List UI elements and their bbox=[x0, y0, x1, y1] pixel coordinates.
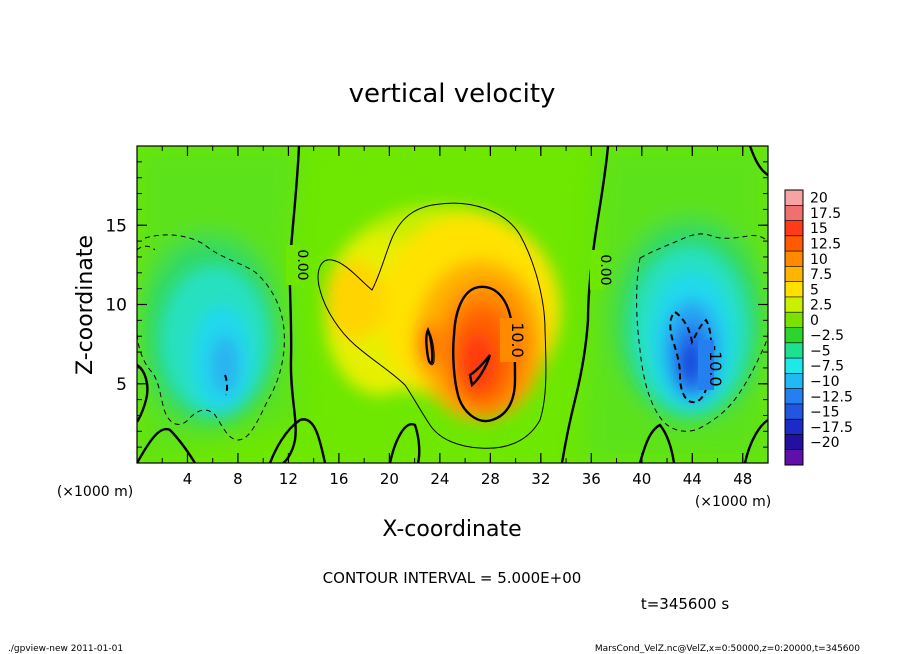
colorbar-swatch bbox=[785, 312, 803, 328]
x-tick-label: 32 bbox=[531, 470, 550, 488]
contour-zero bbox=[137, 146, 768, 463]
colorbar-label: −17.5 bbox=[810, 420, 853, 436]
colorbar-swatch bbox=[785, 266, 803, 283]
x-tick-label: 8 bbox=[233, 470, 243, 488]
colorbar-label: −10 bbox=[810, 374, 840, 390]
colorbar-label: −7.5 bbox=[810, 359, 844, 375]
colorbar-label: 17.5 bbox=[810, 206, 841, 222]
x-tick-label: 16 bbox=[329, 470, 348, 488]
colorbar-swatch bbox=[785, 235, 803, 252]
downdraft-right bbox=[630, 245, 750, 415]
x-tick-label: 48 bbox=[733, 470, 752, 488]
contour-label-3: 0.00 bbox=[590, 250, 613, 290]
colorbar-swatch bbox=[785, 388, 803, 405]
contour-minus5 bbox=[137, 233, 768, 441]
chart-title: vertical velocity bbox=[349, 79, 556, 109]
colorbar-swatch bbox=[785, 419, 803, 435]
x-tick-label: 40 bbox=[632, 470, 651, 488]
time-label: t=345600 s bbox=[641, 595, 729, 613]
x-axis: 4 8 12 16 20 24 28 32 36 40 44 48 bbox=[161, 146, 752, 488]
contour-label-text-4: -10.0 bbox=[706, 345, 725, 386]
colorbar-swatch bbox=[785, 205, 803, 222]
colorbar-swatch bbox=[785, 327, 803, 344]
contour-label-text-3: 0.00 bbox=[597, 254, 613, 285]
colorbar-swatch bbox=[785, 251, 803, 267]
y-tick-label: 15 bbox=[105, 216, 127, 236]
x-unit-left: (×1000 m) bbox=[57, 484, 133, 500]
contour-label-2: 10.0 bbox=[500, 318, 527, 362]
downdraft-left bbox=[160, 265, 270, 415]
colorbar-swatch bbox=[785, 342, 803, 359]
colorbar-swatch bbox=[785, 296, 803, 313]
y-axis-title: Z-coordinate bbox=[73, 235, 98, 375]
colorbar-label: 0 bbox=[810, 313, 819, 329]
colorbar-label: 12.5 bbox=[810, 236, 841, 252]
colorbar-label: −12.5 bbox=[810, 389, 853, 405]
colorbar-label: 10 bbox=[810, 252, 828, 268]
colorbar-label: −2.5 bbox=[810, 328, 844, 344]
colorbar-label: 7.5 bbox=[810, 267, 832, 283]
contour-interval: CONTOUR INTERVAL = 5.000E+00 bbox=[323, 569, 582, 587]
colorbar-label: −15 bbox=[810, 405, 840, 421]
colorbar-label: −20 bbox=[810, 435, 840, 451]
colorbar-label: 20 bbox=[810, 191, 828, 207]
colorbar-swatch bbox=[785, 449, 803, 466]
y-tick-label: 10 bbox=[105, 296, 127, 316]
colorbar-swatch bbox=[785, 220, 803, 237]
colorbar-label: 5 bbox=[810, 282, 819, 298]
contour-label-4: -10.0 bbox=[698, 340, 725, 390]
colorbar-swatch bbox=[785, 403, 803, 420]
x-tick-label: 4 bbox=[183, 470, 193, 488]
x-unit-right: (×1000 m) bbox=[695, 494, 771, 510]
y-tick-label: 5 bbox=[116, 375, 127, 395]
x-tick-label: 28 bbox=[481, 470, 500, 488]
x-tick-label: 44 bbox=[683, 470, 702, 488]
x-tick-label: 20 bbox=[380, 470, 399, 488]
updraft bbox=[325, 205, 560, 420]
footer-right: MarsCond_VelZ.nc@VelZ,x=0:50000,z=0:2000… bbox=[595, 644, 860, 654]
colorbar: 2017.51512.5107.552.50−2.5−5−7.5−10−12.5… bbox=[784, 189, 853, 466]
colorbar-swatch bbox=[785, 373, 803, 390]
contour-label-1: 0.00 bbox=[286, 245, 310, 285]
contour-plus10 bbox=[425, 285, 517, 423]
contour-minus10 bbox=[224, 310, 713, 404]
colorbar-label: −5 bbox=[810, 343, 831, 359]
plot-area: 0.00 10.0 0.00 -10.0 bbox=[137, 146, 768, 463]
contour-label-text-2: 10.0 bbox=[508, 322, 527, 358]
colorbar-swatch bbox=[785, 281, 803, 298]
colorbar-swatch bbox=[785, 358, 803, 374]
x-tick-label: 12 bbox=[279, 470, 298, 488]
x-axis-title: X-coordinate bbox=[382, 517, 521, 542]
y-axis: 5 10 15 bbox=[105, 161, 768, 448]
x-tick-label: 36 bbox=[582, 470, 601, 488]
colorbar-label: 15 bbox=[810, 221, 828, 237]
footer-left: ./gpview-new 2011-01-01 bbox=[8, 644, 123, 654]
colorbar-swatch bbox=[785, 190, 803, 206]
colorbar-label: 2.5 bbox=[810, 298, 832, 314]
x-tick-label: 24 bbox=[430, 470, 449, 488]
colorbar-swatch bbox=[785, 434, 803, 451]
contour-label-text-1: 0.00 bbox=[294, 249, 310, 280]
